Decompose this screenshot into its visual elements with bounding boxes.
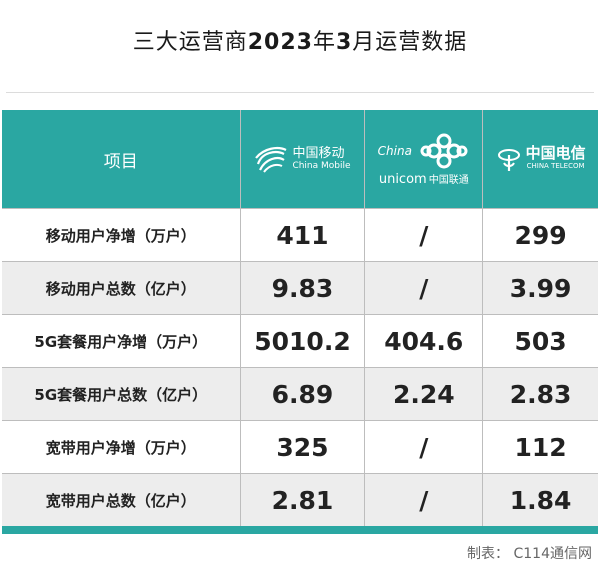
china-mobile-value-cell: 9.83 bbox=[240, 262, 365, 314]
table-bottom-bar bbox=[2, 526, 598, 534]
china-telecom-value-cell: 299 bbox=[483, 209, 598, 261]
china-mobile-en: China Mobile bbox=[292, 161, 351, 171]
china-telecom-value-cell: 112 bbox=[483, 421, 598, 473]
china-telecom-swirl-icon bbox=[497, 149, 520, 171]
header-item-label: 项目 bbox=[103, 151, 138, 172]
table-row: 移动用户总数（亿户） 9.83 / 3.99 bbox=[2, 262, 598, 314]
row-label-cell: 5G套餐用户净增（万户） bbox=[2, 315, 240, 367]
row-label: 5G套餐用户总数（亿户） bbox=[34, 385, 208, 404]
operator-data-table: 项目 中国移动 China Mobile China bbox=[2, 110, 598, 528]
table-row: 5G套餐用户总数（亿户） 6.89 2.24 2.83 bbox=[2, 368, 598, 420]
table-row: 5G套餐用户净增（万户） 5010.2 404.6 503 bbox=[2, 315, 598, 367]
china-mobile-value: 411 bbox=[276, 220, 329, 250]
header-china-mobile: 中国移动 China Mobile bbox=[240, 110, 365, 208]
china-mobile-value-cell: 325 bbox=[240, 421, 365, 473]
title-mid: 年 bbox=[312, 30, 336, 55]
china-unicom-value-cell: 2.24 bbox=[365, 368, 483, 420]
china-telecom-en: CHINA TELECOM bbox=[526, 162, 585, 170]
row-label: 移动用户净增（万户） bbox=[45, 226, 196, 245]
china-telecom-value: 3.99 bbox=[509, 273, 572, 303]
row-label-cell: 5G套餐用户总数（亿户） bbox=[2, 368, 240, 420]
china-unicom-value-cell: 404.6 bbox=[365, 315, 483, 367]
china-unicom-value: / bbox=[419, 485, 429, 515]
china-unicom-value: 2.24 bbox=[392, 379, 455, 409]
china-mobile-value-cell: 5010.2 bbox=[240, 315, 365, 367]
china-telecom-value-cell: 2.83 bbox=[483, 368, 598, 420]
table-header: 项目 中国移动 China Mobile China bbox=[2, 110, 598, 208]
china-telecom-logo: 中国电信 CHINA TELECOM bbox=[496, 145, 586, 173]
china-telecom-value-cell: 1.84 bbox=[483, 474, 598, 526]
title-month: 3 bbox=[335, 30, 353, 55]
row-label: 移动用户总数（亿户） bbox=[45, 279, 196, 298]
title-divider bbox=[6, 92, 594, 93]
title-year: 2023 bbox=[247, 30, 313, 55]
header-china-telecom: 中国电信 CHINA TELECOM bbox=[483, 110, 598, 208]
china-telecom-value: 112 bbox=[514, 432, 567, 462]
china-mobile-value: 2.81 bbox=[271, 485, 334, 515]
china-mobile-swirl-icon bbox=[255, 147, 287, 173]
china-unicom-value: 404.6 bbox=[384, 326, 464, 356]
china-unicom-cn: 中国联通 bbox=[428, 175, 469, 186]
row-label: 5G套餐用户净增（万户） bbox=[34, 332, 208, 351]
china-unicom-en-bottom: unicom bbox=[378, 172, 427, 187]
china-mobile-value: 325 bbox=[276, 432, 329, 462]
china-unicom-value-cell: / bbox=[365, 209, 483, 261]
title-suffix: 月运营数据 bbox=[352, 30, 468, 55]
china-unicom-value-cell: / bbox=[365, 262, 483, 314]
row-label-cell: 移动用户净增（万户） bbox=[2, 209, 240, 261]
china-unicom-value: / bbox=[419, 432, 429, 462]
china-unicom-logo: China unicom 中国联通 bbox=[378, 131, 470, 187]
china-mobile-cn: 中国移动 bbox=[292, 146, 345, 161]
china-telecom-value-cell: 503 bbox=[483, 315, 598, 367]
china-mobile-value-cell: 2.81 bbox=[240, 474, 365, 526]
table-row: 宽带用户净增（万户） 325 / 112 bbox=[2, 421, 598, 473]
china-mobile-value-cell: 411 bbox=[240, 209, 365, 261]
china-mobile-logo: 中国移动 China Mobile bbox=[254, 144, 351, 174]
china-mobile-value-cell: 6.89 bbox=[240, 368, 365, 420]
china-mobile-value: 9.83 bbox=[271, 273, 334, 303]
header-china-unicom: China unicom 中国联通 bbox=[365, 110, 483, 208]
table-row: 宽带用户总数（亿户） 2.81 / 1.84 bbox=[2, 474, 598, 526]
row-label: 宽带用户总数（亿户） bbox=[45, 491, 196, 510]
row-label: 宽带用户净增（万户） bbox=[45, 438, 196, 457]
china-unicom-en-top: China bbox=[377, 144, 412, 158]
china-unicom-value-cell: / bbox=[365, 474, 483, 526]
page-title: 三大运营商2023年3月运营数据 bbox=[0, 24, 600, 56]
china-telecom-cn: 中国电信 bbox=[525, 144, 586, 162]
china-telecom-value: 503 bbox=[514, 326, 567, 356]
china-unicom-knot-icon bbox=[420, 133, 468, 169]
table-row: 移动用户净增（万户） 411 / 299 bbox=[2, 209, 598, 261]
china-telecom-value: 1.84 bbox=[509, 485, 572, 515]
china-mobile-value: 5010.2 bbox=[254, 326, 351, 356]
row-label-cell: 宽带用户总数（亿户） bbox=[2, 474, 240, 526]
source-credit: 制表： C114通信网 bbox=[467, 546, 592, 562]
china-unicom-value: / bbox=[419, 220, 429, 250]
china-telecom-value-cell: 3.99 bbox=[483, 262, 598, 314]
china-unicom-value: / bbox=[419, 273, 429, 303]
china-telecom-value: 2.83 bbox=[509, 379, 572, 409]
row-label-cell: 宽带用户净增（万户） bbox=[2, 421, 240, 473]
china-mobile-value: 6.89 bbox=[271, 379, 334, 409]
title-prefix: 三大运营商 bbox=[132, 30, 248, 55]
row-label-cell: 移动用户总数（亿户） bbox=[2, 262, 240, 314]
china-telecom-value: 299 bbox=[514, 220, 567, 250]
header-item-cell: 项目 bbox=[2, 110, 240, 208]
china-unicom-value-cell: / bbox=[365, 421, 483, 473]
